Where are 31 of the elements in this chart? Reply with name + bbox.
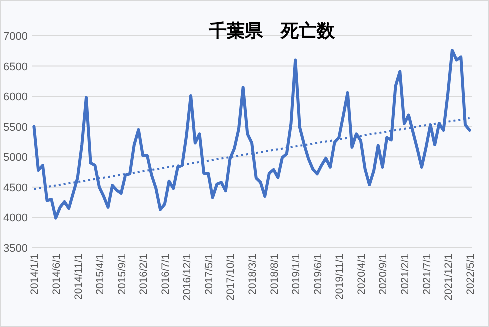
y-tick-label: 5000: [4, 152, 28, 164]
x-tick-label: 2014/6/1: [50, 254, 63, 295]
chart-title: 千葉県 死亡数: [208, 21, 336, 41]
x-tick-label: 2017/5/1: [203, 254, 216, 295]
x-tick-label: 2018/8/1: [268, 254, 281, 295]
x-tick-label: 2020/9/1: [378, 254, 390, 295]
x-tick-label: 2019/6/1: [312, 254, 324, 295]
y-tick-label: 3500: [4, 243, 28, 255]
x-tick-label: 2014/1/1: [29, 254, 42, 295]
x-tick-label: 2020/4/1: [356, 254, 368, 295]
y-tick-label: 6000: [4, 92, 28, 104]
x-tick-label: 2015/9/1: [116, 254, 128, 295]
y-tick-label: 4000: [4, 212, 28, 225]
x-tick-label: 2014/11/1: [72, 254, 85, 300]
x-tick-label: 2018/3/1: [247, 254, 260, 295]
x-tick-label: 2021/2/1: [400, 254, 412, 295]
x-tick-label: 2016/12/1: [182, 254, 194, 301]
x-tick-label: 2021/7/1: [421, 254, 434, 295]
line-series: [32, 49, 472, 220]
x-tick-label: 2021/12/1: [443, 254, 456, 301]
x-tick-label: 2022/5/1: [464, 254, 477, 295]
y-tick-label: 6500: [4, 61, 28, 74]
x-tick-label: 2019/11/1: [334, 254, 346, 300]
y-tick-label: 5500: [4, 122, 28, 134]
x-tick-label: 2015/4/1: [94, 254, 107, 295]
x-tick-label: 2019/1/1: [290, 254, 303, 295]
x-tick-label: 2016/2/1: [138, 254, 150, 295]
x-tick-label: 2017/10/1: [225, 254, 238, 301]
y-tick-label: 4500: [4, 182, 28, 194]
x-tick-label: 2016/7/1: [160, 254, 172, 295]
y-tick-label: 7000: [4, 31, 28, 43]
